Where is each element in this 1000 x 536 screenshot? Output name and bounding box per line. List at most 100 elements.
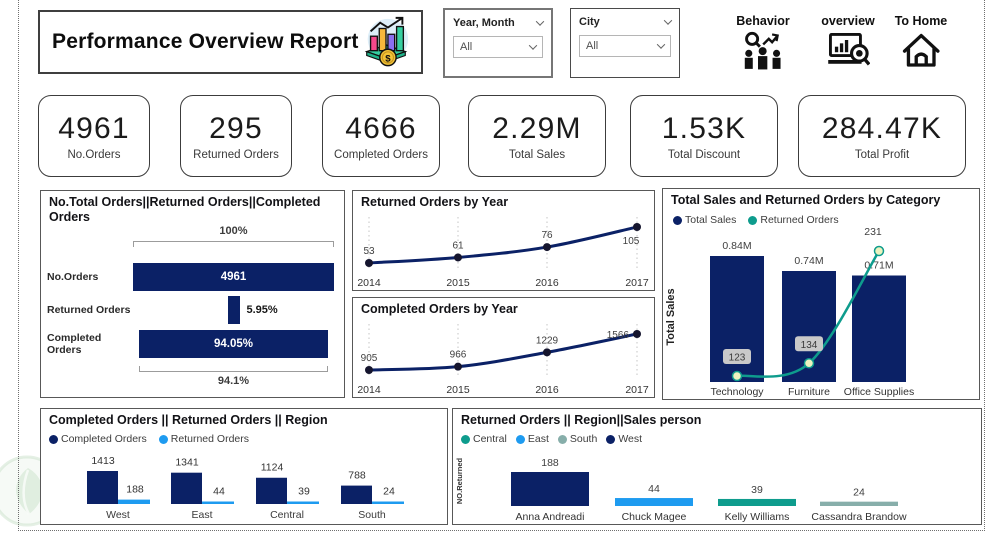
data-point[interactable] [543, 243, 551, 252]
funnel-bottom-percent: 94.1% [217, 375, 250, 387]
nav-behavior-button[interactable]: Behavior [727, 14, 799, 75]
x-axis-label: 2014 [357, 384, 381, 396]
bar-chart-coin-icon: $ [364, 16, 409, 67]
returned-orders-bar[interactable] [118, 499, 150, 504]
kpi-value: 295 [209, 111, 263, 145]
funnel-bar[interactable]: 4961 [133, 263, 334, 291]
funnel-category-label: Completed Orders [47, 332, 102, 356]
line-chart-svg: 905 966 1229 1566 2014 2015 2016 2017 [357, 324, 649, 396]
funnel-bar[interactable] [227, 296, 240, 324]
legend-item: West [606, 433, 642, 445]
slicer-dropdown[interactable]: All [579, 35, 671, 57]
completed-orders-bar[interactable] [341, 485, 372, 504]
legend-item: Returned Orders [158, 433, 249, 445]
data-point[interactable] [633, 223, 641, 231]
salesperson-chart-svg: NO.Returned 188 Anna Andreadi 44 Chuck Magee… [455, 457, 907, 523]
data-point[interactable] [633, 330, 641, 338]
data-point[interactable] [543, 348, 551, 357]
funnel-top-bracket [133, 241, 334, 247]
x-axis-label: 2015 [446, 277, 470, 289]
slicer-year-month[interactable]: Year, Month All [443, 8, 553, 78]
funnel-chart-panel: No.Total Orders||Returned Orders||Comple… [40, 190, 345, 398]
legend-dot-icon [158, 434, 168, 444]
funnel-top-percent: 100% [219, 225, 248, 237]
chevron-down-icon[interactable] [663, 16, 673, 25]
orders-by-region-panel: Completed Orders || Returned Orders || R… [40, 408, 448, 525]
data-point[interactable] [454, 253, 462, 262]
salesperson-bar[interactable] [615, 498, 693, 506]
returned-orders-bar[interactable] [202, 501, 234, 505]
slicer-city[interactable]: City All [570, 8, 680, 78]
slicer-dropdown[interactable]: All [453, 36, 543, 58]
funnel-category-label: No.Orders [47, 271, 99, 283]
x-axis-label: Furniture [788, 386, 830, 398]
point-label: 53 [363, 246, 375, 257]
completed-orders-bar[interactable] [256, 477, 287, 504]
y-axis-title: NO.Returned [455, 457, 464, 504]
legend-dot-icon [461, 434, 470, 444]
returned-by-salesperson-panel: Returned Orders || Region||Sales person … [452, 408, 982, 525]
chevron-down-icon[interactable] [528, 41, 538, 50]
kpi-value: 4961 [58, 111, 130, 145]
line-marker[interactable] [803, 358, 815, 369]
x-axis-label: South [358, 509, 386, 521]
legend-dot-icon [748, 215, 758, 225]
kpi-card: 1.53K Total Discount [630, 95, 778, 177]
legend-label: Central [473, 433, 507, 445]
slicer-value: All [586, 40, 599, 52]
kpi-value: 284.47K [821, 111, 943, 145]
slicer-header[interactable]: City [579, 16, 673, 28]
funnel-bottom-bracket [138, 366, 328, 372]
legend-label: Completed Orders [61, 433, 147, 445]
x-axis-label: Office Supplies [844, 386, 914, 398]
legend-dot-icon [515, 434, 525, 444]
legend-item: Completed Orders [49, 433, 147, 445]
salesperson-bar[interactable] [820, 501, 898, 506]
chart-title: Returned Orders by Year [361, 195, 509, 209]
legend-label: South [569, 433, 598, 445]
point-label: 966 [450, 350, 467, 361]
data-point[interactable] [365, 366, 373, 374]
funnel-category-label: Returned Orders [47, 304, 131, 316]
legend: Total Sales Returned Orders [673, 214, 839, 226]
behavior-people-search-icon [744, 31, 781, 70]
line-marker[interactable] [731, 370, 743, 382]
data-point[interactable] [454, 362, 462, 371]
nav-overview-button[interactable]: overview [812, 14, 884, 75]
kpi-label: No.Orders [67, 148, 121, 161]
slicer-value: All [460, 41, 473, 53]
bar-label: 0.84M [722, 240, 751, 252]
x-axis-label: Cassandra Brandow [811, 511, 907, 523]
category-bar[interactable] [852, 275, 906, 383]
chevron-down-icon[interactable] [656, 40, 666, 49]
x-axis-label: 2016 [535, 277, 559, 289]
completed-orders-bar[interactable] [171, 472, 202, 504]
legend-item: Total Sales [673, 214, 736, 226]
kpi-card: 284.47K Total Profit [798, 95, 966, 177]
chart-title: Total Sales and Returned Orders by Categ… [671, 193, 941, 207]
x-axis-label: 2017 [625, 277, 649, 289]
funnel-bar[interactable]: 94.05% [138, 330, 328, 358]
completed-orders-bar[interactable] [87, 471, 118, 504]
data-point[interactable] [365, 259, 373, 267]
badge-label: 134 [801, 340, 818, 351]
salesperson-bar[interactable] [511, 472, 589, 506]
bar-label: 24 [383, 486, 395, 498]
chevron-down-icon[interactable] [535, 17, 545, 26]
value-badge [795, 336, 823, 352]
kpi-card: 2.29M Total Sales [468, 95, 606, 177]
nav-to-home-button[interactable]: To Home [891, 14, 951, 75]
x-axis-label: Kelly Williams [725, 511, 790, 523]
legend-item: Central [461, 433, 507, 445]
legend-item: East [515, 433, 549, 445]
slicer-header[interactable]: Year, Month [453, 17, 545, 29]
kpi-label: Total Discount [667, 148, 741, 161]
returned-orders-bar[interactable] [287, 501, 319, 505]
bar-label: 24 [853, 487, 865, 499]
returned-orders-bar[interactable] [372, 501, 404, 505]
salesperson-bar[interactable] [718, 498, 796, 506]
x-axis-label: 2017 [625, 384, 649, 396]
line-marker[interactable] [873, 245, 885, 257]
kpi-label: Returned Orders [193, 148, 279, 161]
